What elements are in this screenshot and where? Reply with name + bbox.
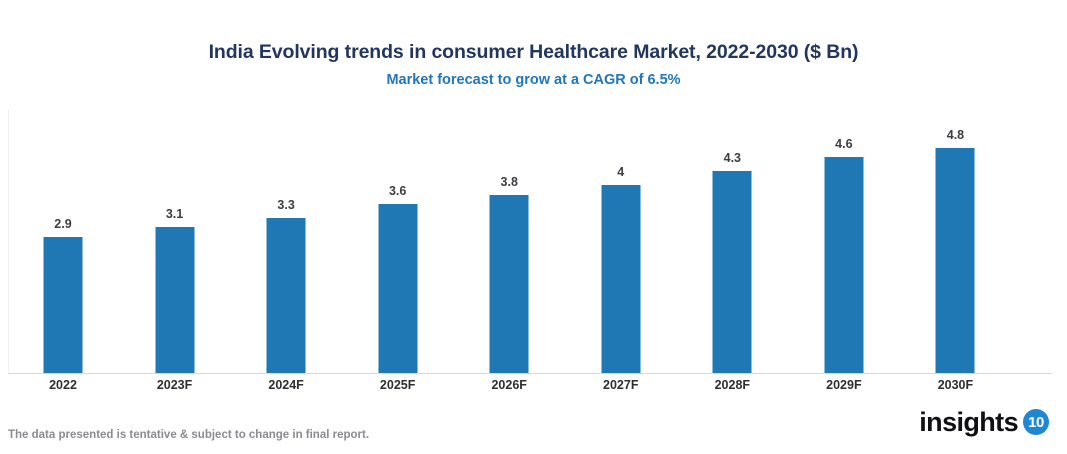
x-axis-line bbox=[8, 373, 1052, 374]
bar-slot-2025F: 3.6 bbox=[340, 110, 456, 373]
bar[interactable] bbox=[378, 204, 418, 373]
bar-value-label: 4.6 bbox=[835, 137, 853, 151]
bar-series: 2.9 3.1 3.3 3.6 3.8 4 4.3 4.6 4.8 bbox=[8, 110, 1052, 373]
bar-slot-2029F: 4.6 bbox=[786, 110, 902, 373]
bar[interactable] bbox=[935, 148, 975, 373]
bar-value-label: 4 bbox=[617, 165, 625, 179]
x-axis-label-2028F: 2028F bbox=[714, 378, 751, 392]
bar-slot-2028F: 4.3 bbox=[674, 110, 790, 373]
bar-slot-2023F: 3.1 bbox=[117, 110, 233, 373]
x-axis-label-2023F: 2023F bbox=[156, 378, 193, 392]
logo-badge-icon: 10 bbox=[1023, 409, 1049, 435]
bar-slot-2024F: 3.3 bbox=[228, 110, 344, 373]
x-axis-label-2030F: 2030F bbox=[937, 378, 974, 392]
bar[interactable] bbox=[489, 195, 529, 373]
bar-value-label: 4.8 bbox=[946, 128, 965, 142]
bar-value-label: 4.3 bbox=[723, 151, 742, 165]
x-axis-label-2027F: 2027F bbox=[603, 378, 639, 392]
logo-wordmark: insights bbox=[919, 407, 1018, 437]
page-title: India Evolving trends in consumer Health… bbox=[208, 41, 859, 63]
x-axis-label-2025F: 2025F bbox=[379, 378, 416, 392]
x-axis-label-2029F: 2029F bbox=[826, 378, 862, 392]
x-axis-label-2022: 2022 bbox=[49, 378, 77, 392]
x-axis-label-2024F: 2024F bbox=[268, 378, 304, 392]
disclaimer-text: The data presented is tentative & subjec… bbox=[8, 429, 370, 441]
bar[interactable] bbox=[601, 185, 641, 373]
bar-slot-2026F: 3.8 bbox=[451, 110, 567, 373]
x-axis-label-2026F: 2026F bbox=[491, 378, 527, 392]
bar[interactable] bbox=[155, 227, 195, 373]
insights10-logo: insights 10 bbox=[919, 406, 1049, 438]
bar-slot-2022: 2.9 bbox=[5, 110, 121, 373]
bar-value-label: 3.1 bbox=[165, 207, 184, 221]
bar-slot-2030F: 4.8 bbox=[897, 110, 1013, 373]
bar-slot-2027F: 4 bbox=[563, 110, 679, 373]
bar[interactable] bbox=[43, 237, 83, 373]
chart-header: India Evolving trends in consumer Health… bbox=[0, 40, 1067, 90]
bar[interactable] bbox=[266, 218, 306, 373]
bar[interactable] bbox=[712, 171, 752, 373]
bar-value-label: 3.8 bbox=[500, 175, 518, 189]
plot-area: 2.9 3.1 3.3 3.6 3.8 4 4.3 4.6 4.8 bbox=[8, 110, 1052, 374]
bar[interactable] bbox=[824, 157, 864, 373]
chart-subtitle: Market forecast to grow at a CAGR of 6.5… bbox=[386, 72, 681, 88]
bar-value-label: 3.3 bbox=[277, 198, 295, 212]
bar-value-label: 2.9 bbox=[54, 217, 72, 231]
bar-value-label: 3.6 bbox=[388, 184, 407, 198]
x-axis-labels: 2022 2023F 2024F 2025F 2026F 2027F 2028F 2029F 2… bbox=[8, 377, 1052, 397]
plot-left-rule bbox=[8, 110, 9, 373]
